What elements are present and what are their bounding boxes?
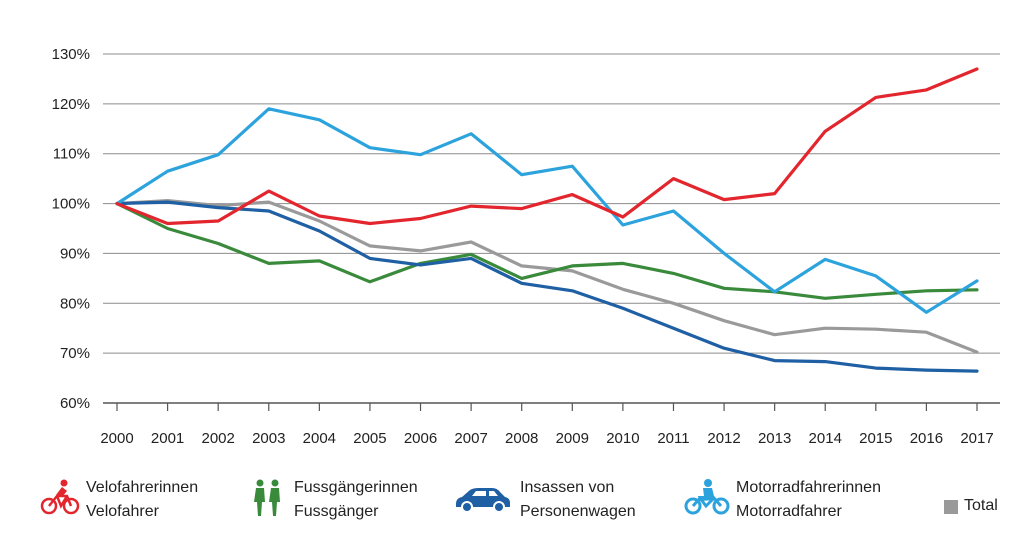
legend-label-line2: Personenwagen [520, 503, 636, 520]
x-tick-label: 2003 [252, 430, 285, 447]
legend-label-line1: Velofahrerinnen [86, 479, 199, 496]
motorcycle-icon [684, 479, 730, 515]
y-axis-ticks: 60% 70% 80% 90% 100% 110% 120% 130% [52, 46, 90, 412]
series-line-0 [115, 67, 979, 226]
car-icon [456, 488, 510, 513]
y-tick-label: 100% [52, 196, 90, 213]
legend-label-line1: Motorradfahrerinnen [736, 479, 881, 496]
x-tick-label: 2008 [505, 430, 538, 447]
legend-item-velofahrer: Velofahrerinnen Velofahrer [40, 476, 198, 524]
legend-label-line2: Motorradfahrer [736, 503, 842, 520]
legend-label-line2: Velofahrer [86, 503, 159, 520]
x-tick-label: 2013 [758, 430, 791, 447]
x-tick-label: 2001 [151, 430, 184, 447]
y-tick-label: 120% [52, 96, 90, 113]
y-tick-label: 60% [60, 395, 90, 412]
series-line-4 [115, 199, 979, 354]
legend-label-line1: Total [964, 497, 998, 514]
x-tick-label: 2000 [100, 430, 133, 447]
series-lines [115, 67, 979, 373]
line-chart: 60%70%80%90%100%110%120%130% 2000 2001 200… [52, 46, 1000, 447]
series-line-3 [115, 107, 979, 314]
legend-item-personenwagen: Insassen von Personenwagen [452, 476, 636, 524]
x-tick-label: 2010 [606, 430, 639, 447]
total-swatch [944, 500, 958, 514]
x-tick-label: 2015 [859, 430, 892, 447]
x-axis: 2000 2001 2002 2003 2004 2005 2006 2007 2008 2009… [100, 403, 994, 447]
x-tick-label: 2009 [556, 430, 589, 447]
x-tick-label: 2002 [201, 430, 234, 447]
legend-item-motorrad: Motorradfahrerinnen Motorradfahrer [684, 476, 881, 524]
x-tick-label: 2014 [809, 430, 842, 447]
x-tick-label: 2012 [707, 430, 740, 447]
legend-label-line2: Fussgänger [294, 503, 379, 520]
y-tick-label: 80% [60, 295, 90, 312]
x-tick-label: 2006 [404, 430, 437, 447]
x-tick-label: 2017 [960, 430, 993, 447]
y-tick-label: 130% [52, 46, 90, 63]
pedestrians-icon [254, 479, 280, 516]
gridlines [103, 53, 1000, 404]
legend-item-total: Total [944, 494, 998, 518]
y-tick-label: 110% [53, 146, 90, 163]
x-tick-label: 2007 [454, 430, 487, 447]
x-tick-label: 2011 [657, 430, 689, 447]
legend-label-line1: Fussgängerinnen [294, 479, 418, 496]
series-line-2 [115, 200, 979, 373]
x-tick-label: 2004 [303, 430, 336, 447]
y-tick-label: 70% [60, 345, 90, 362]
series-line-1 [115, 202, 979, 300]
cyclist-icon [40, 479, 80, 515]
y-tick-label: 90% [60, 245, 90, 262]
legend-item-fussgaenger: Fussgängerinnen Fussgänger [248, 476, 418, 524]
x-tick-label: 2016 [910, 430, 943, 447]
legend: Velofahrerinnen Velofahrer Fussgängerinn… [0, 476, 1024, 556]
legend-label-line1: Insassen von [520, 479, 615, 496]
x-tick-label: 2005 [353, 430, 386, 447]
